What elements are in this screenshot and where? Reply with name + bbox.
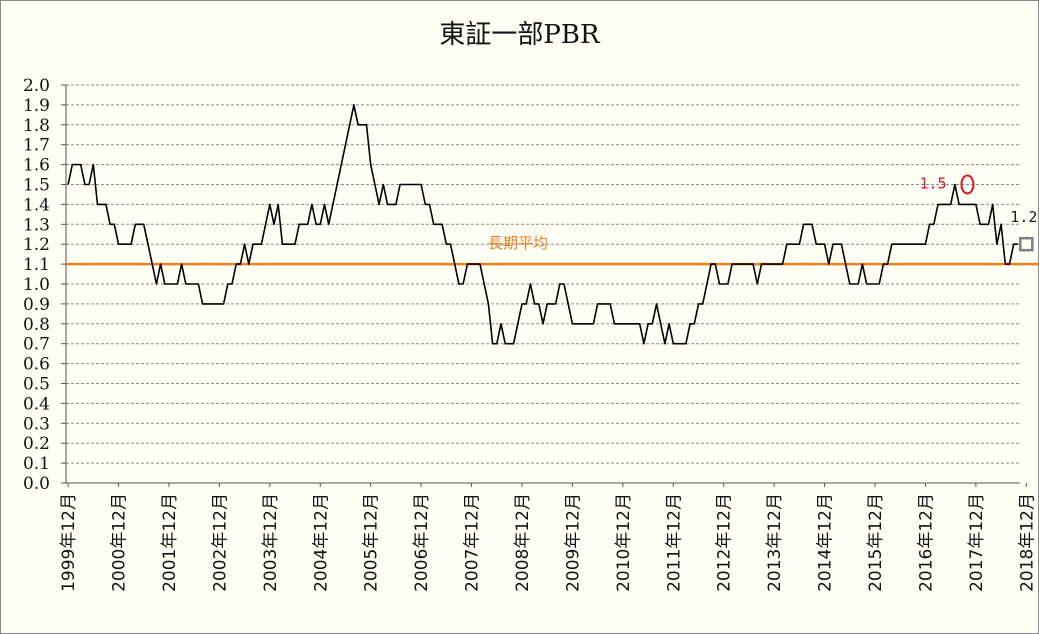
y-tick-label: 1.8 (23, 116, 50, 136)
y-tick-label: 1.6 (23, 156, 50, 176)
x-tick-label: 2009年12月 (563, 493, 583, 592)
axes (61, 84, 1027, 487)
y-tick-label: 0.6 (23, 355, 50, 375)
latest-annotation-label: 1.2 (1010, 208, 1037, 226)
x-tick-label: 2005年12月 (362, 493, 382, 592)
y-tick-label: 0.2 (23, 434, 50, 454)
x-tick-label: 2012年12月 (715, 493, 735, 592)
x-tick-label: 2000年12月 (110, 493, 130, 592)
x-tick-label: 2010年12月 (614, 493, 634, 592)
x-tick-label: 2007年12月 (463, 493, 483, 592)
annotations-group: 1.5 1.2 (919, 174, 1037, 252)
chart-title: 東証一部PBR (439, 20, 600, 50)
y-tick-label: 0.9 (23, 295, 50, 315)
gridlines (66, 84, 1020, 464)
x-tick-label: 2016年12月 (916, 493, 936, 592)
y-tick-label: 1.0 (23, 275, 50, 295)
x-tick-label: 2014年12月 (816, 493, 836, 592)
latest-marker (1019, 236, 1034, 252)
peak-marker (960, 174, 975, 195)
y-tick-label: 0.4 (23, 394, 50, 414)
average-reference-label: 長期平均 (488, 234, 548, 252)
reference-line-group: 長期平均 (66, 234, 1039, 266)
series-group (67, 104, 1018, 345)
y-tick-label: 0.7 (23, 335, 50, 355)
x-tick-label: 2018年12月 (1017, 493, 1037, 592)
peak-annotation-label: 1.5 (919, 175, 946, 193)
y-tick-label: 1.2 (23, 235, 50, 255)
y-tick-label: 2.0 (23, 76, 50, 96)
x-tick-labels: 1999年12月 2000年12月 2001年12月 2002年12月 2003年12月… (59, 493, 1037, 592)
x-tick-label: 2003年12月 (261, 493, 281, 592)
x-tick-label: 2006年12月 (412, 493, 432, 592)
x-tick-label: 2015年12月 (866, 493, 886, 592)
y-tick-label: 1.5 (23, 176, 50, 196)
y-tick-label: 1.9 (23, 96, 50, 116)
y-tick-label: 1.4 (23, 195, 50, 215)
x-tick-label: 2001年12月 (160, 493, 180, 592)
y-tick-label: 0.1 (23, 454, 50, 474)
y-tick-label: 1.1 (23, 255, 50, 275)
y-tick-label: 0.5 (23, 375, 50, 395)
y-tick-label: 0.8 (23, 315, 50, 335)
x-tick-label: 2002年12月 (210, 493, 230, 592)
x-tick-label: 2008年12月 (513, 493, 533, 592)
x-tick-label: 2011年12月 (664, 493, 684, 592)
y-tick-labels: 0.00.10.20.30.40.50.60.70.80.91.01.11.21… (23, 76, 50, 494)
x-tick-label: 2013年12月 (765, 493, 785, 592)
y-tick-label: 1.3 (23, 215, 50, 235)
y-tick-label: 1.7 (23, 136, 50, 156)
x-tick-label: 2004年12月 (311, 493, 331, 592)
pbr-series-line (67, 104, 1018, 345)
x-tick-label: 2017年12月 (967, 493, 987, 592)
x-tick-label: 1999年12月 (59, 493, 79, 592)
y-tick-label: 0.0 (23, 474, 50, 494)
y-tick-label: 0.3 (23, 414, 50, 434)
